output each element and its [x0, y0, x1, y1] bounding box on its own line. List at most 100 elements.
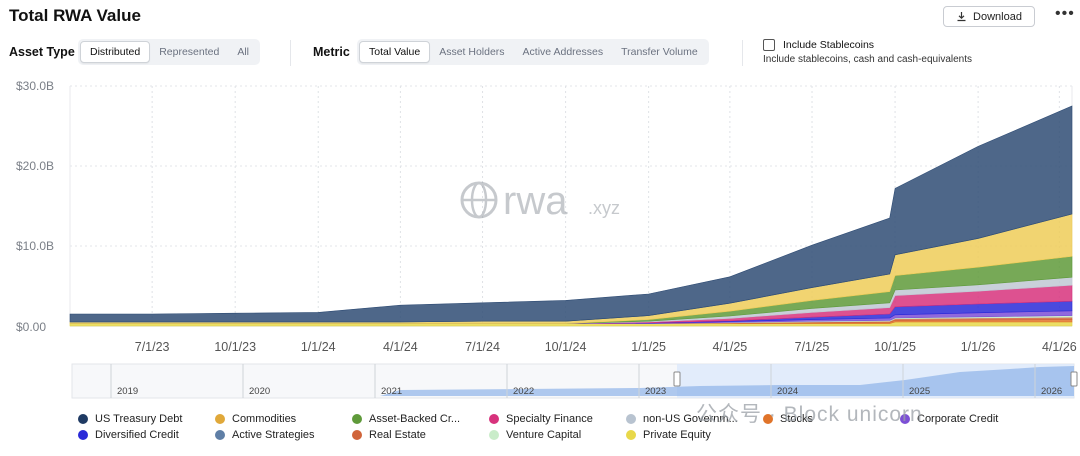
- legend-swatch: [626, 414, 636, 424]
- legend-item[interactable]: non-US Governm...: [626, 413, 738, 425]
- x-tick-label: 7/1/23: [134, 340, 170, 354]
- legend-label: Asset-Backed Cr...: [369, 413, 461, 425]
- legend-item[interactable]: Real Estate: [352, 429, 426, 441]
- chart-areas: [69, 105, 1073, 327]
- legend-item[interactable]: Corporate Credit: [900, 413, 998, 425]
- legend-label: Real Estate: [369, 429, 426, 441]
- legend-label: Venture Capital: [506, 429, 582, 441]
- metric-asset-holders[interactable]: Asset Holders: [439, 46, 505, 58]
- page-title: Total RWA Value: [9, 6, 141, 25]
- legend-item[interactable]: US Treasury Debt: [78, 413, 182, 425]
- include-stablecoins-label[interactable]: Include Stablecoins: [783, 39, 875, 51]
- x-tick-label: 4/1/26: [1041, 340, 1077, 354]
- x-tick-label: 10/1/24: [544, 340, 587, 354]
- watermark-logo-text: rwa: [503, 179, 568, 223]
- asset-type-label: Asset Type: [9, 45, 75, 59]
- navigator-year-label: 2024: [777, 386, 799, 397]
- legend-item[interactable]: Active Strategies: [215, 429, 315, 441]
- watermark-logo-suffix: .xyz: [588, 198, 620, 218]
- area-diversified-credit: [70, 300, 1073, 324]
- area-real-estate: [70, 316, 1073, 324]
- download-label: Download: [973, 10, 1022, 23]
- area-commodities: [69, 213, 1073, 324]
- legend-swatch: [489, 430, 499, 440]
- legend-item[interactable]: Diversified Credit: [78, 429, 179, 441]
- area-asset-backed-credit: [70, 256, 1073, 324]
- area-private-equity: [69, 321, 1073, 327]
- metric-transfer-volume[interactable]: Transfer Volume: [621, 46, 698, 58]
- legend-swatch: [352, 430, 362, 440]
- area-venture-capital: [70, 315, 1073, 324]
- download-button[interactable]: Download: [943, 6, 1035, 27]
- legend-label: non-US Governm...: [643, 413, 738, 425]
- x-tick-label: 4/1/25: [712, 340, 748, 354]
- legend-label: Private Equity: [643, 429, 711, 441]
- legend-item[interactable]: Stocks: [763, 413, 813, 425]
- x-tick-label: 1/1/24: [300, 340, 336, 354]
- legend-label: Active Strategies: [232, 429, 315, 441]
- x-tick-label: 7/1/25: [794, 340, 830, 354]
- legend-item[interactable]: Commodities: [215, 413, 296, 425]
- y-tick-label: $10.0B: [16, 239, 55, 253]
- area-us-treasury-debt: [69, 105, 1073, 323]
- legend-label: Diversified Credit: [95, 429, 179, 441]
- legend-label: Specialty Finance: [506, 413, 593, 425]
- navigator-year-label: 2019: [117, 386, 139, 397]
- legend-swatch: [215, 414, 225, 424]
- legend-swatch: [215, 430, 225, 440]
- include-stablecoins-description: Include stablecoins, cash and cash-equiv…: [763, 54, 973, 65]
- legend-swatch: [626, 430, 636, 440]
- legend-item[interactable]: Private Equity: [626, 429, 711, 441]
- asset-type-all[interactable]: All: [237, 46, 249, 58]
- download-icon: [957, 12, 966, 22]
- area-non-us-government-debt: [70, 276, 1073, 324]
- navigator-year-label: 2025: [909, 386, 931, 397]
- include-stablecoins-checkbox[interactable]: [763, 39, 775, 51]
- navigator-year-label: 2026: [1041, 386, 1063, 397]
- legend-swatch: [763, 414, 773, 424]
- navigator-year-label: 2023: [645, 386, 667, 397]
- y-tick-label: $20.0B: [16, 159, 55, 173]
- asset-type-selector: Distributed Represented All: [78, 39, 260, 65]
- legend-item[interactable]: Venture Capital: [489, 429, 581, 441]
- y-tick-label: $30.0B: [16, 79, 55, 93]
- legend-label: Commodities: [232, 413, 297, 425]
- legend-swatch: [78, 430, 88, 440]
- navigator-year-label: 2021: [381, 386, 403, 397]
- rwa-watermark-logo: rwa .xyz: [460, 179, 620, 223]
- legend-label: US Treasury Debt: [95, 413, 183, 425]
- metric-label: Metric: [313, 45, 350, 59]
- legend-swatch: [78, 414, 88, 424]
- legend-item[interactable]: Asset-Backed Cr...: [352, 413, 460, 425]
- asset-type-represented[interactable]: Represented: [159, 46, 220, 58]
- legend-swatch: [489, 414, 499, 424]
- legend-label: Corporate Credit: [917, 413, 999, 425]
- area-corporate-credit: [70, 310, 1073, 324]
- x-tick-label: 7/1/24: [465, 340, 500, 354]
- area-active-strategies: [70, 213, 1073, 323]
- asset-type-distributed[interactable]: Distributed: [80, 41, 151, 63]
- navigator-handle: [1070, 371, 1078, 387]
- toolbar-divider: [742, 40, 743, 66]
- metric-active-addresses[interactable]: Active Addresses: [522, 46, 604, 58]
- navigator-handle: [673, 371, 681, 387]
- navigator-year-label: 2020: [249, 386, 271, 397]
- x-tick-label: 1/1/25: [631, 340, 667, 354]
- legend-swatch: [900, 414, 910, 424]
- navigator-year-label: 2022: [513, 386, 535, 397]
- legend-swatch: [352, 414, 362, 424]
- x-tick-label: 1/1/26: [960, 340, 996, 354]
- x-tick-label: 4/1/24: [382, 340, 418, 354]
- legend-item[interactable]: Specialty Finance: [489, 413, 593, 425]
- legend-label: Stocks: [780, 413, 814, 425]
- metric-selector: Total Value Asset Holders Active Address…: [357, 39, 709, 65]
- metric-total-value[interactable]: Total Value: [359, 41, 431, 63]
- x-tick-label: 10/1/25: [874, 340, 916, 354]
- x-tick-label: 10/1/23: [214, 340, 257, 354]
- area-stocks: [70, 319, 1073, 324]
- more-options-icon[interactable]: •••: [1055, 5, 1075, 22]
- y-tick-label: $0.00: [16, 320, 47, 334]
- chart-grid: [69, 85, 1073, 327]
- toolbar-divider: [290, 40, 291, 66]
- area-specialty-finance: [70, 284, 1073, 324]
